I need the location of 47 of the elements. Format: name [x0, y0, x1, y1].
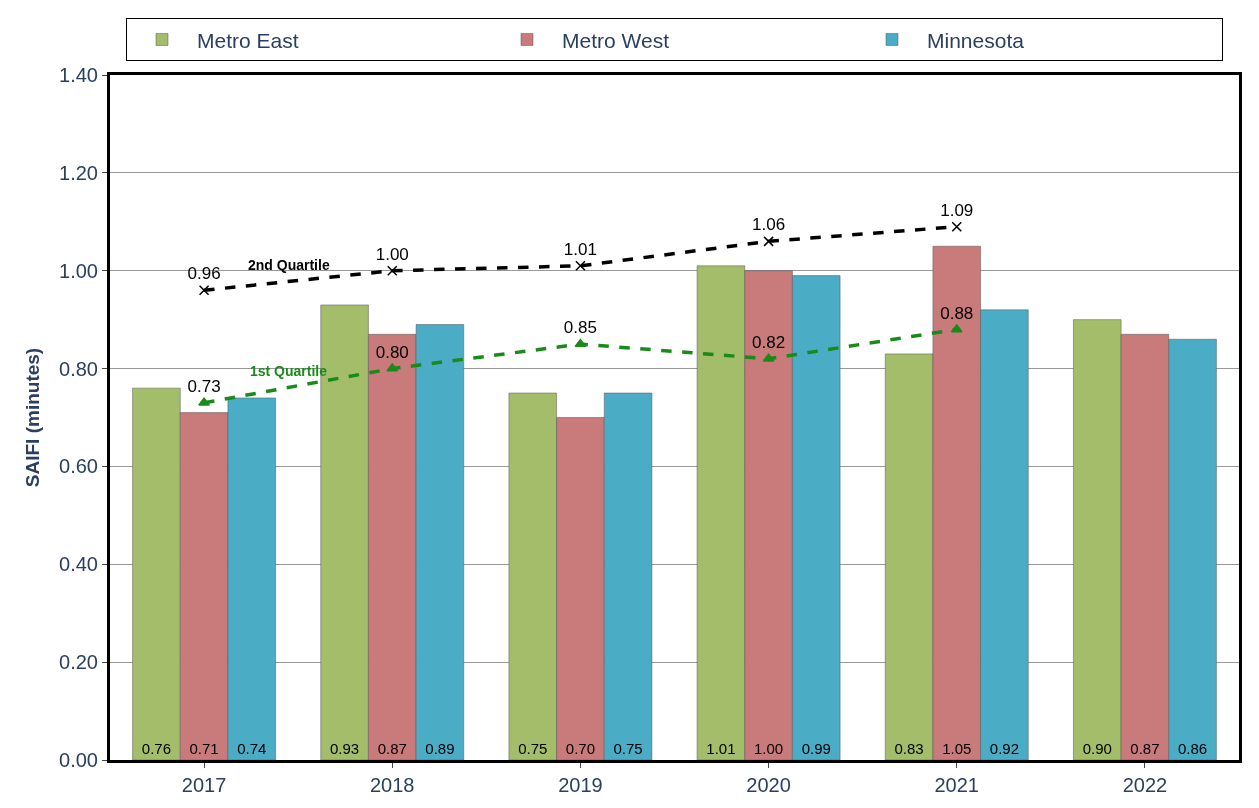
data-label: 0.75	[613, 740, 643, 757]
data-label: 0.73	[187, 376, 221, 396]
data-label: 0.83	[894, 740, 924, 757]
data-label: 1.09	[940, 200, 974, 220]
legend-label: Metro West	[562, 28, 670, 52]
x-tick-label: 2017	[181, 774, 227, 796]
data-label: 1.06	[752, 215, 786, 235]
legend-label: Minnesota	[927, 28, 1025, 52]
data-label: 0.80	[375, 342, 409, 362]
data-label: 1.01	[706, 740, 736, 757]
x-tick-label: 2020	[746, 774, 791, 796]
y-tick-label: 0.80	[59, 357, 98, 380]
y-axis-title: SAIFI (minutes)	[21, 347, 43, 488]
data-label: 0.74	[237, 740, 267, 757]
data-label: 1.00	[375, 244, 409, 264]
data-label: 0.71	[189, 740, 219, 757]
data-label: 1.05	[942, 740, 972, 757]
data-label: 0.90	[1082, 740, 1112, 757]
data-label: 0.92	[989, 740, 1020, 757]
series-label: 2nd Quartile	[248, 257, 330, 273]
y-tick-label: 0.00	[59, 749, 98, 771]
x-tick-label: 2022	[1122, 774, 1168, 796]
y-tick-label: 0.20	[59, 651, 98, 674]
data-label: 1.00	[753, 740, 784, 757]
data-label: 0.87	[1130, 740, 1160, 757]
legend-label: Metro East	[197, 28, 299, 52]
y-tick-label: 1.00	[59, 259, 98, 282]
data-label: 0.88	[940, 303, 974, 323]
data-label: 0.99	[801, 740, 831, 757]
x-tick-label: 2019	[558, 774, 603, 796]
data-label: 0.87	[377, 740, 407, 757]
data-label: 0.82	[752, 332, 786, 352]
data-label: 0.96	[187, 264, 221, 284]
data-label: 0.85	[563, 318, 597, 338]
y-tick-label: 1.40	[59, 64, 98, 86]
x-tick-label: 2021	[934, 774, 979, 796]
y-tick-label: 0.40	[59, 553, 98, 576]
data-label: 0.86	[1177, 740, 1208, 757]
data-label: 0.75	[518, 740, 548, 757]
data-label: 0.89	[425, 740, 455, 757]
y-tick-label: 0.60	[59, 455, 98, 478]
data-label: 0.70	[565, 740, 596, 757]
data-label: 0.76	[141, 740, 172, 757]
x-tick-label: 2018	[370, 774, 415, 796]
data-label: 1.01	[563, 239, 597, 259]
y-tick-label: 1.20	[59, 161, 98, 184]
data-label: 0.93	[329, 740, 360, 757]
